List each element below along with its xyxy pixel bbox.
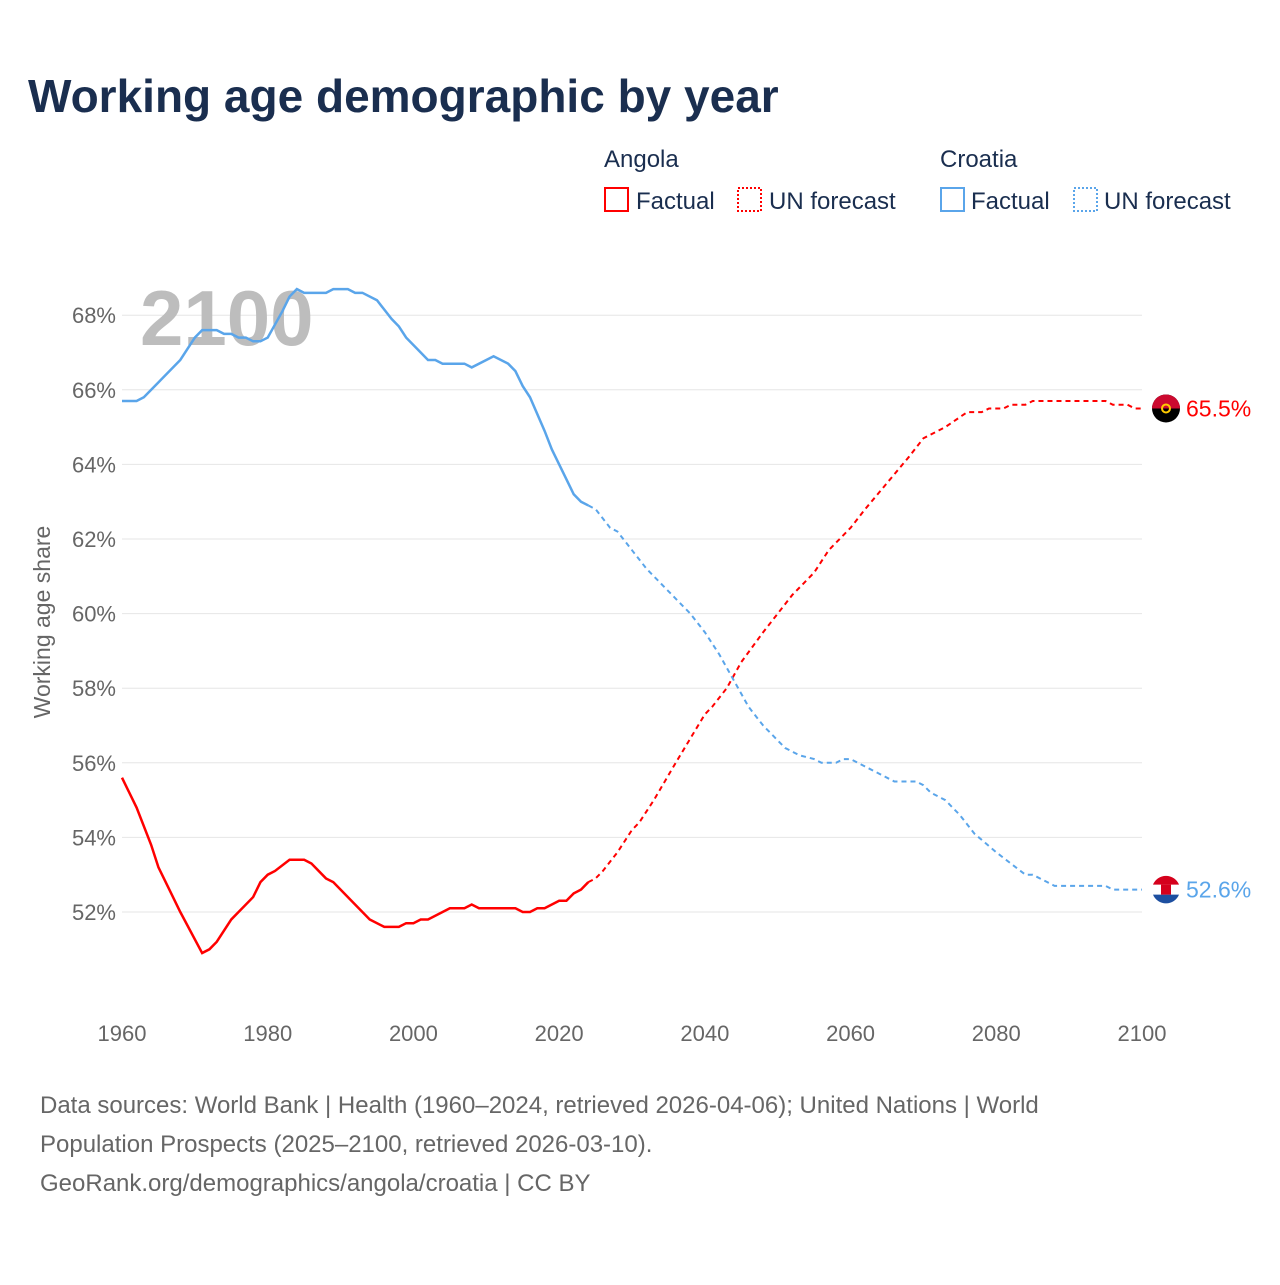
legend-label: UN forecast: [1104, 188, 1231, 215]
legend-swatch-angola-forecast[interactable]: [737, 187, 762, 212]
legend-swatch-angola-factual[interactable]: [604, 187, 629, 212]
x-tick-label: 2000: [389, 1021, 438, 1046]
angola-factual-line[interactable]: [120, 777, 590, 955]
y-tick-label: 58%: [72, 676, 116, 701]
croatia-factual-line[interactable]: [122, 287, 589, 507]
legend-label: Factual: [971, 188, 1050, 215]
legend-group-croatia: Croatia: [940, 146, 1018, 173]
x-tick-label: 2060: [826, 1021, 875, 1046]
legend-swatch-croatia-factual[interactable]: [940, 187, 965, 212]
y-tick-label: 60%: [72, 602, 116, 627]
angola-forecast-line[interactable]: [587, 399, 1142, 884]
y-axis-label: Working age share: [29, 526, 55, 719]
croatia-end-label: 52.6%: [1186, 877, 1251, 903]
legend-swatch-croatia-forecast[interactable]: [1073, 187, 1098, 212]
x-tick-label: 2020: [535, 1021, 584, 1046]
source-note: Data sources: World Bank | Health (1960–…: [40, 1092, 1039, 1197]
angola-end-label: 65.5%: [1186, 395, 1251, 421]
legend-label: Factual: [636, 188, 715, 215]
source-line: Data sources: World Bank | Health (1960–…: [40, 1092, 1039, 1119]
x-tick-label: 2100: [1118, 1021, 1167, 1046]
source-line: Population Prospects (2025–2100, retriev…: [40, 1131, 652, 1158]
y-tick-label: 56%: [72, 751, 116, 776]
legend-label: UN forecast: [769, 188, 896, 215]
y-tick-label: 64%: [72, 452, 116, 477]
x-tick-label: 1980: [243, 1021, 292, 1046]
y-tick-label: 54%: [72, 825, 116, 850]
x-tick-label: 2080: [972, 1021, 1021, 1046]
legend-group-angola: Angola: [604, 146, 679, 173]
year-overlay: 2100: [140, 274, 314, 362]
croatia-flag-icon: [1152, 875, 1180, 904]
y-tick-label: 62%: [72, 527, 116, 552]
y-tick-label: 66%: [72, 378, 116, 403]
x-tick-label: 1960: [98, 1021, 147, 1046]
y-tick-label: 52%: [72, 900, 116, 925]
angola-flag-icon: [1152, 394, 1181, 423]
croatia-forecast-line[interactable]: [587, 504, 1142, 891]
chart-title: Working age demographic by year: [28, 70, 779, 122]
legend: Angola Factual UN forecast Croatia Factu…: [604, 146, 1231, 215]
source-link[interactable]: GeoRank.org/demographics/angola/croatia …: [40, 1170, 591, 1197]
y-tick-label: 68%: [72, 303, 116, 328]
x-tick-label: 2040: [680, 1021, 729, 1046]
